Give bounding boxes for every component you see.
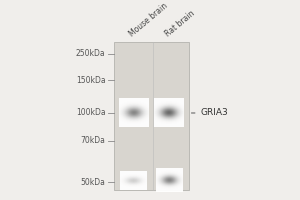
Text: 50kDa: 50kDa	[80, 178, 105, 187]
FancyBboxPatch shape	[114, 42, 189, 190]
Text: 150kDa: 150kDa	[76, 76, 105, 85]
Text: 70kDa: 70kDa	[80, 136, 105, 145]
Text: Rat brain: Rat brain	[164, 9, 196, 39]
Text: 250kDa: 250kDa	[76, 49, 105, 58]
Text: Mouse brain: Mouse brain	[128, 2, 170, 39]
Text: 100kDa: 100kDa	[76, 108, 105, 117]
Text: GRIA3: GRIA3	[191, 108, 228, 117]
